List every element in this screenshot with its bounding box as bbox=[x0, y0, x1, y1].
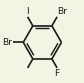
Text: Br: Br bbox=[58, 7, 67, 16]
Text: F: F bbox=[55, 69, 60, 78]
Text: I: I bbox=[26, 7, 29, 16]
Text: Br: Br bbox=[3, 38, 12, 47]
